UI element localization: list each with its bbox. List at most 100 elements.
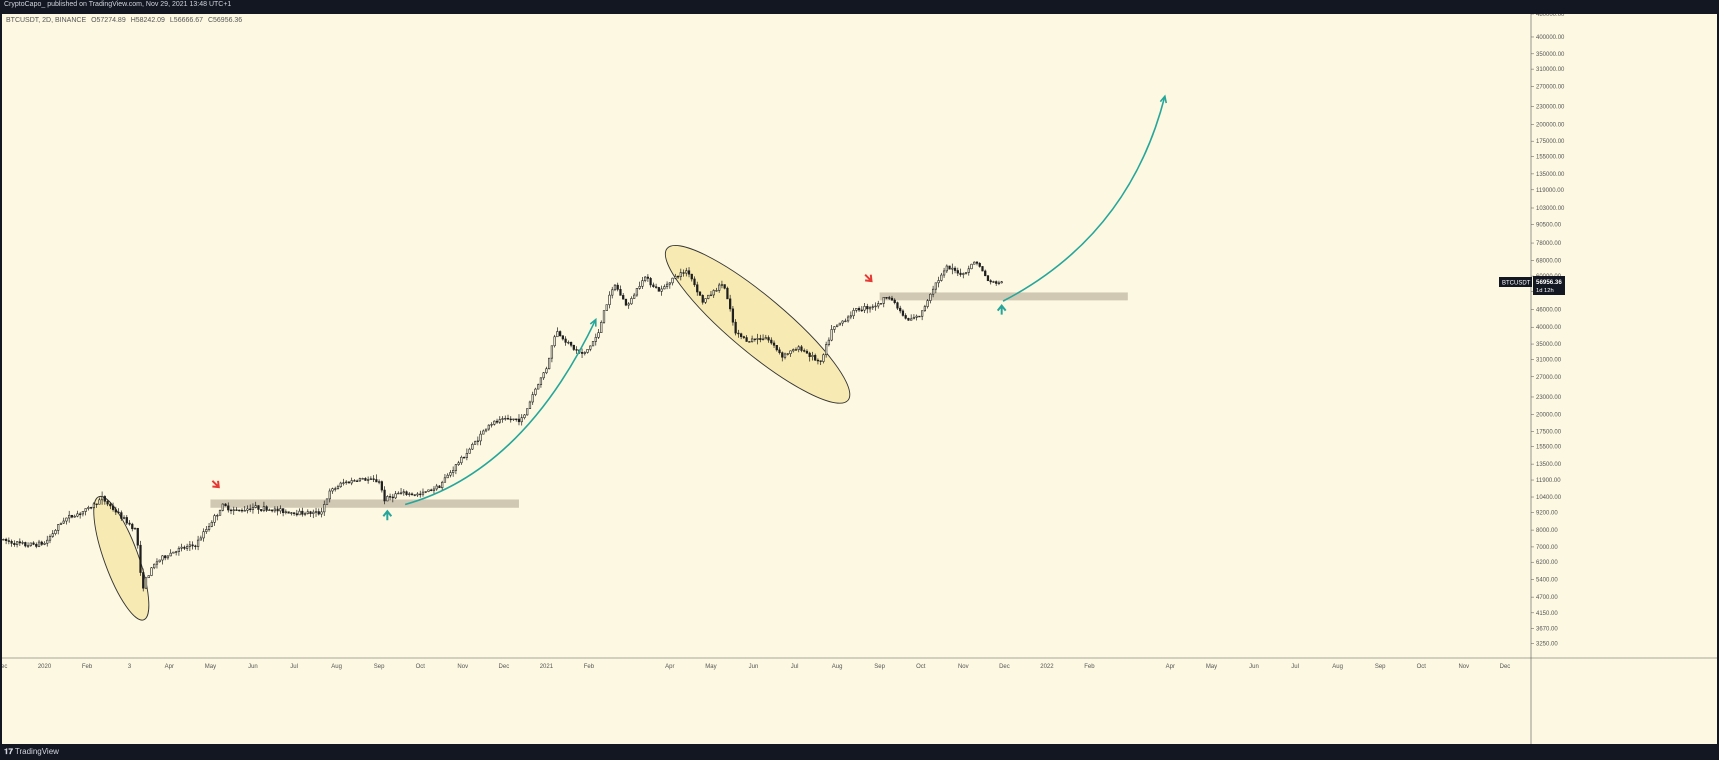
candle-body	[676, 275, 680, 278]
candle-body	[827, 339, 831, 345]
candle-body	[331, 488, 334, 492]
candle-body	[361, 478, 364, 480]
price-tick-label: 3250.00	[1536, 642, 1558, 648]
candle-body	[186, 546, 189, 549]
candle-body	[937, 280, 940, 284]
candle-body	[262, 506, 266, 511]
candle-body	[383, 489, 386, 502]
candle-body	[553, 336, 556, 347]
candle-body	[221, 503, 224, 511]
candle-body	[822, 354, 825, 362]
symbol-legend[interactable]: BTCUSDT, 2D, BINANCE O57274.89 H58242.09…	[6, 17, 245, 24]
candle-body	[792, 349, 795, 352]
candle-body	[863, 306, 866, 311]
tradingview-logo[interactable]: 𝟏𝟕 TradingView	[4, 747, 59, 757]
price-tag: BTCUSDT 56956.36 1d 12h	[1499, 276, 1565, 295]
price-tick-label: 5400.00	[1536, 578, 1558, 584]
candle-body	[372, 478, 375, 480]
top-bar: CryptoCapo_ published on TradingView.com…	[0, 0, 1719, 14]
chart-svg[interactable]: 480000.00 400000.00 350000.00 310000.00 2700…	[2, 14, 1717, 744]
price-tick-label: 68000.00	[1536, 258, 1562, 264]
candle-body	[59, 522, 63, 525]
candle-body	[964, 272, 968, 274]
candle-body	[558, 331, 562, 337]
candle-body	[314, 511, 318, 513]
candle-body	[786, 353, 789, 355]
sell-signal-icon[interactable]	[210, 478, 222, 490]
candle-body	[630, 298, 633, 305]
candle-body	[515, 418, 518, 421]
price-tick-label: 46000.00	[1536, 308, 1562, 314]
price-tick-label: 480000.00	[1536, 14, 1565, 18]
candle-body	[715, 290, 718, 292]
candle-body	[427, 489, 430, 492]
candle-body	[575, 349, 578, 351]
trend-arrow[interactable]	[1002, 96, 1166, 302]
time-tick-label: Nov	[1458, 664, 1469, 670]
candle-body	[43, 542, 46, 545]
candle-body	[100, 496, 104, 501]
time-tick-label: Oct	[916, 664, 926, 670]
candle-body	[177, 547, 181, 552]
sell-signal-icon[interactable]	[862, 272, 874, 284]
support-zone[interactable]	[879, 292, 1128, 301]
price-tick-label: 155000.00	[1536, 154, 1565, 160]
time-axis[interactable]: Dec 2020 Feb 3 Apr May Jun Jul Aug Sep Oct Nov Dec 20…	[2, 657, 1717, 670]
candle-body	[709, 294, 713, 297]
candles	[2, 260, 1003, 592]
candle-body	[638, 286, 641, 289]
candle-body	[98, 499, 101, 505]
candle-body	[844, 320, 847, 323]
candle-body	[531, 394, 534, 403]
candle-body	[685, 270, 688, 274]
signal-markers	[210, 272, 1007, 521]
price-tick-label: 9200.00	[1536, 510, 1558, 516]
candle-body	[405, 491, 408, 495]
highlight-ellipse[interactable]	[83, 491, 160, 626]
candle-body	[460, 456, 463, 464]
candle-body	[808, 352, 811, 357]
candle-body	[243, 510, 246, 512]
candle-body	[317, 511, 320, 515]
candle-body	[537, 384, 540, 390]
buy-signal-icon[interactable]	[996, 304, 1007, 315]
candle-body	[353, 480, 356, 482]
candle-body	[125, 517, 128, 524]
candle-body	[51, 533, 54, 537]
candle-body	[103, 496, 106, 502]
candle-body	[633, 294, 636, 299]
candle-body	[465, 453, 468, 458]
candle-body	[369, 478, 373, 480]
candle-body	[397, 492, 400, 495]
candle-body	[402, 491, 405, 494]
chart-area[interactable]: 480000.00 400000.00 350000.00 310000.00 2700…	[2, 14, 1717, 744]
candle-body	[835, 324, 839, 327]
ticker-box	[1499, 277, 1532, 287]
candle-body	[975, 261, 979, 264]
candle-body	[597, 332, 600, 338]
candle-body	[196, 539, 200, 547]
candle-body	[84, 508, 87, 512]
trend-arrow[interactable]	[404, 319, 597, 506]
candle-body	[611, 289, 614, 296]
candle-body	[805, 350, 809, 354]
price-tick-label: 27000.00	[1536, 375, 1562, 381]
candle-body	[934, 282, 937, 290]
candle-body	[926, 300, 929, 307]
candle-body	[424, 491, 427, 493]
candle-body	[781, 352, 784, 358]
highlight-ellipse[interactable]	[649, 227, 866, 422]
ticker-label: BTCUSDT	[1502, 281, 1531, 287]
time-tick-label: Feb	[1084, 664, 1095, 670]
candle-body	[726, 287, 729, 300]
candle-body	[301, 510, 304, 515]
candle-body	[528, 401, 532, 409]
candle-body	[109, 503, 112, 507]
price-tick-label: 13500.00	[1536, 462, 1562, 468]
price-axis[interactable]: 480000.00 400000.00 350000.00 310000.00 2700…	[1530, 14, 1717, 744]
candle-body	[254, 505, 257, 508]
buy-signal-icon[interactable]	[382, 509, 393, 521]
candle-body	[534, 388, 537, 395]
candle-body	[345, 481, 348, 484]
support-zone[interactable]	[210, 499, 519, 508]
